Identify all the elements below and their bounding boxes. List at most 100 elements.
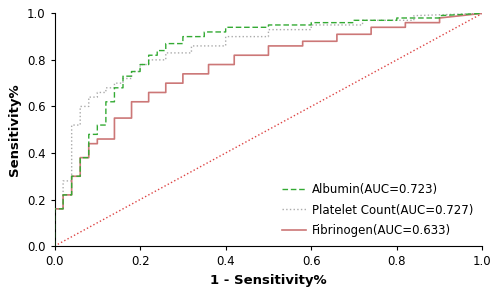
Fibrinogen(AUC=0.633) (206, 72, 212, 76)
Platelet Count(AUC=0.727) (308, 23, 314, 27)
Fibrinogen(AUC=0.633) (300, 40, 306, 43)
Albumin(AUC=0.723) (351, 21, 357, 24)
Fibrinogen(AUC=0.633) (77, 156, 83, 159)
Albumin(AUC=0.723) (94, 123, 100, 127)
Fibrinogen(AUC=0.633) (334, 32, 340, 36)
Albumin(AUC=0.723) (351, 19, 357, 22)
Fibrinogen(AUC=0.633) (86, 142, 92, 145)
Fibrinogen(AUC=0.633) (52, 244, 58, 248)
Fibrinogen(AUC=0.633) (436, 21, 442, 24)
Albumin(AUC=0.723) (137, 63, 143, 66)
Fibrinogen(AUC=0.633) (60, 193, 66, 197)
Legend: Albumin(AUC=0.723), Platelet Count(AUC=0.727), Fibrinogen(AUC=0.633): Albumin(AUC=0.723), Platelet Count(AUC=0… (278, 180, 476, 240)
Fibrinogen(AUC=0.633) (94, 142, 100, 145)
Albumin(AUC=0.723) (94, 132, 100, 136)
Platelet Count(AUC=0.727) (52, 207, 58, 211)
Platelet Count(AUC=0.727) (68, 123, 74, 127)
Fibrinogen(AUC=0.633) (128, 100, 134, 104)
Albumin(AUC=0.723) (52, 244, 58, 248)
Albumin(AUC=0.723) (77, 174, 83, 178)
Albumin(AUC=0.723) (68, 193, 74, 197)
Albumin(AUC=0.723) (308, 21, 314, 24)
Fibrinogen(AUC=0.633) (163, 81, 169, 85)
Platelet Count(AUC=0.727) (266, 35, 272, 38)
Albumin(AUC=0.723) (68, 174, 74, 178)
Albumin(AUC=0.723) (222, 30, 228, 34)
Platelet Count(AUC=0.727) (308, 28, 314, 31)
Albumin(AUC=0.723) (394, 19, 400, 22)
Albumin(AUC=0.723) (154, 49, 160, 52)
Platelet Count(AUC=0.727) (146, 58, 152, 62)
Fibrinogen(AUC=0.633) (480, 12, 486, 15)
Albumin(AUC=0.723) (146, 63, 152, 66)
Albumin(AUC=0.723) (128, 70, 134, 73)
Platelet Count(AUC=0.727) (146, 63, 152, 66)
Line: Albumin(AUC=0.723): Albumin(AUC=0.723) (54, 13, 482, 246)
Fibrinogen(AUC=0.633) (206, 63, 212, 66)
Albumin(AUC=0.723) (120, 86, 126, 90)
Fibrinogen(AUC=0.633) (94, 137, 100, 141)
Fibrinogen(AUC=0.633) (68, 174, 74, 178)
X-axis label: 1 - Sensitivity%: 1 - Sensitivity% (210, 274, 327, 287)
Platelet Count(AUC=0.727) (360, 23, 366, 27)
Platelet Count(AUC=0.727) (480, 12, 486, 15)
Platelet Count(AUC=0.727) (128, 70, 134, 73)
Platelet Count(AUC=0.727) (77, 123, 83, 127)
Platelet Count(AUC=0.727) (360, 19, 366, 22)
Platelet Count(AUC=0.727) (112, 86, 117, 90)
Fibrinogen(AUC=0.633) (163, 91, 169, 94)
Platelet Count(AUC=0.727) (222, 44, 228, 48)
Platelet Count(AUC=0.727) (103, 91, 109, 94)
Platelet Count(AUC=0.727) (137, 63, 143, 66)
Albumin(AUC=0.723) (112, 86, 117, 90)
Albumin(AUC=0.723) (436, 16, 442, 20)
Fibrinogen(AUC=0.633) (368, 26, 374, 29)
Fibrinogen(AUC=0.633) (266, 44, 272, 48)
Y-axis label: Sensitivity%: Sensitivity% (8, 83, 22, 176)
Albumin(AUC=0.723) (128, 74, 134, 78)
Fibrinogen(AUC=0.633) (402, 26, 408, 29)
Platelet Count(AUC=0.727) (68, 179, 74, 183)
Platelet Count(AUC=0.727) (120, 81, 126, 85)
Fibrinogen(AUC=0.633) (112, 116, 117, 120)
Platelet Count(AUC=0.727) (163, 51, 169, 55)
Platelet Count(AUC=0.727) (52, 244, 58, 248)
Albumin(AUC=0.723) (120, 74, 126, 78)
Fibrinogen(AUC=0.633) (402, 21, 408, 24)
Platelet Count(AUC=0.727) (60, 179, 66, 183)
Fibrinogen(AUC=0.633) (52, 207, 58, 211)
Albumin(AUC=0.723) (103, 100, 109, 104)
Platelet Count(AUC=0.727) (163, 58, 169, 62)
Fibrinogen(AUC=0.633) (180, 81, 186, 85)
Albumin(AUC=0.723) (103, 123, 109, 127)
Platelet Count(AUC=0.727) (60, 207, 66, 211)
Platelet Count(AUC=0.727) (222, 35, 228, 38)
Albumin(AUC=0.723) (308, 23, 314, 27)
Platelet Count(AUC=0.727) (137, 70, 143, 73)
Platelet Count(AUC=0.727) (112, 81, 117, 85)
Fibrinogen(AUC=0.633) (146, 91, 152, 94)
Platelet Count(AUC=0.727) (94, 91, 100, 94)
Albumin(AUC=0.723) (222, 26, 228, 29)
Albumin(AUC=0.723) (266, 26, 272, 29)
Albumin(AUC=0.723) (202, 35, 207, 38)
Platelet Count(AUC=0.727) (103, 86, 109, 90)
Platelet Count(AUC=0.727) (128, 77, 134, 80)
Fibrinogen(AUC=0.633) (231, 63, 237, 66)
Platelet Count(AUC=0.727) (411, 14, 417, 17)
Platelet Count(AUC=0.727) (411, 19, 417, 22)
Fibrinogen(AUC=0.633) (266, 53, 272, 57)
Fibrinogen(AUC=0.633) (146, 100, 152, 104)
Albumin(AUC=0.723) (163, 49, 169, 52)
Albumin(AUC=0.723) (163, 42, 169, 45)
Platelet Count(AUC=0.727) (188, 51, 194, 55)
Albumin(AUC=0.723) (77, 156, 83, 159)
Line: Platelet Count(AUC=0.727): Platelet Count(AUC=0.727) (54, 13, 482, 246)
Line: Fibrinogen(AUC=0.633): Fibrinogen(AUC=0.633) (54, 13, 482, 246)
Fibrinogen(AUC=0.633) (128, 116, 134, 120)
Fibrinogen(AUC=0.633) (334, 40, 340, 43)
Fibrinogen(AUC=0.633) (86, 156, 92, 159)
Albumin(AUC=0.723) (154, 53, 160, 57)
Albumin(AUC=0.723) (202, 30, 207, 34)
Albumin(AUC=0.723) (52, 207, 58, 211)
